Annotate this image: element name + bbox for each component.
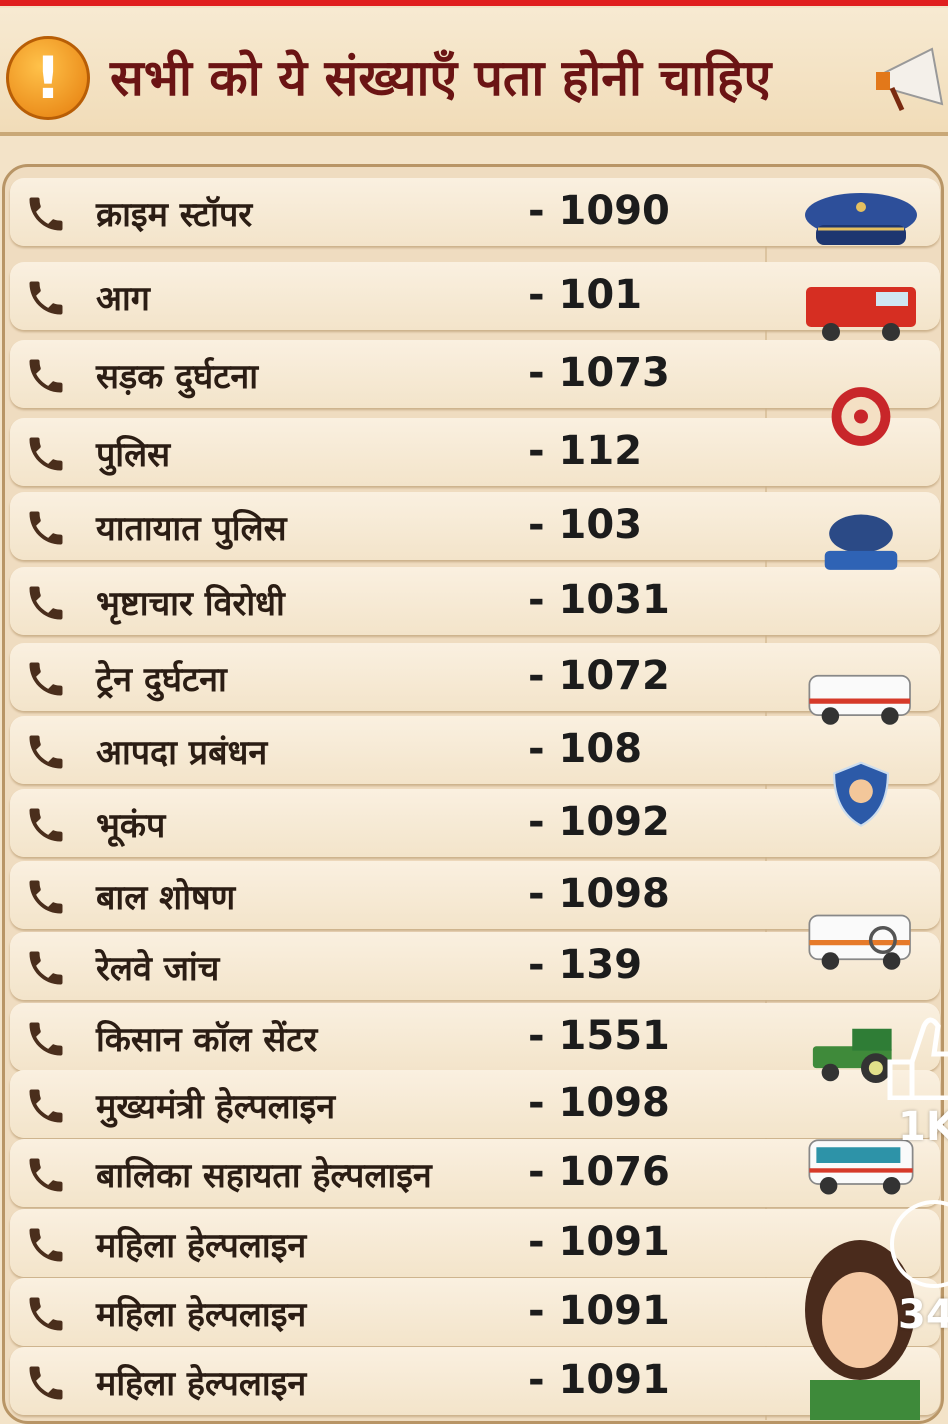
phone-icon bbox=[29, 1297, 63, 1331]
list-item: महिला हेल्पलाइन - 1091 bbox=[10, 1209, 940, 1277]
phone-icon bbox=[29, 359, 63, 393]
service-name: पुलिस bbox=[96, 435, 171, 475]
phone-icon bbox=[29, 1366, 63, 1400]
phone-icon bbox=[29, 951, 63, 985]
service-name: भूकंप bbox=[96, 806, 166, 846]
helpline-number[interactable]: - 101 bbox=[528, 272, 643, 318]
list-item: क्राइम स्टॉपर - 1090 bbox=[10, 178, 940, 246]
list-item: सड़क दुर्घटना - 1073 bbox=[10, 340, 940, 408]
service-name: महिला हेल्पलाइन bbox=[96, 1295, 307, 1335]
service-name: सड़क दुर्घटना bbox=[96, 357, 259, 397]
helpline-number[interactable]: - 108 bbox=[528, 726, 643, 772]
women-shield-icon bbox=[832, 761, 890, 827]
list-item: ट्रेन दुर्घटना - 1072 bbox=[10, 643, 940, 711]
emblem-badge-icon bbox=[831, 387, 891, 446]
service-name: यातायात पुलिस bbox=[96, 509, 287, 549]
helpline-number[interactable]: - 103 bbox=[528, 502, 643, 548]
helpline-number[interactable]: - 1090 bbox=[528, 188, 670, 234]
list-item: पुलिस - 112 bbox=[10, 418, 940, 486]
helpline-number[interactable]: - 1072 bbox=[528, 653, 670, 699]
police-cap-icon bbox=[805, 193, 917, 245]
list-item: यातायात पुलिस - 103 bbox=[10, 492, 940, 560]
helpline-number[interactable]: - 1098 bbox=[528, 1080, 670, 1126]
whistle-badge-icon bbox=[824, 514, 898, 570]
tractor-icon bbox=[812, 1028, 892, 1083]
phone-icon bbox=[29, 808, 63, 842]
phone-icon bbox=[29, 880, 63, 914]
phone-icon bbox=[29, 1022, 63, 1056]
service-name: आग bbox=[96, 279, 150, 319]
list-item: रेलवे जांच - 139 bbox=[10, 932, 940, 1000]
service-name: आपदा प्रबंधन bbox=[96, 733, 268, 773]
helpline-number[interactable]: - 1551 bbox=[528, 1013, 670, 1059]
list-item: किसान कॉल सेंटर - 1551 bbox=[10, 1003, 940, 1071]
list-item: भृष्टाचार विरोधी - 1031 bbox=[10, 567, 940, 635]
ambulance-search-icon bbox=[808, 914, 911, 970]
phone-icon bbox=[29, 281, 63, 315]
phone-icon bbox=[29, 197, 63, 231]
page-title: सभी को ये संख्याएँ पता होनी चाहिए bbox=[110, 49, 772, 107]
list-item: महिला हेल्पलाइन - 1091 bbox=[10, 1278, 940, 1346]
phone-icon bbox=[29, 1158, 63, 1192]
ambulance-van-icon bbox=[808, 1139, 914, 1195]
phone-icon bbox=[29, 511, 63, 545]
phone-icon bbox=[29, 735, 63, 769]
like-icon[interactable] bbox=[884, 1010, 948, 1100]
helpline-number[interactable]: - 112 bbox=[528, 428, 643, 474]
list-item: बाल शोषण - 1098 bbox=[10, 861, 940, 929]
phone-icon bbox=[29, 1228, 63, 1262]
list-item: मुख्यमंत्री हेल्पलाइन - 1098 bbox=[10, 1070, 940, 1138]
header: ! सभी को ये संख्याएँ पता होनी चाहिए bbox=[0, 8, 948, 136]
list-item: आपदा प्रबंधन - 108 bbox=[10, 716, 940, 784]
ambulance-icon bbox=[808, 674, 911, 725]
service-name: भृष्टाचार विरोधी bbox=[96, 584, 285, 624]
phone-icon bbox=[29, 662, 63, 696]
comment-icon[interactable] bbox=[884, 1200, 948, 1290]
helpline-number[interactable]: - 1098 bbox=[528, 871, 670, 917]
megaphone-icon bbox=[876, 47, 944, 112]
like-count: 1K bbox=[898, 1104, 948, 1150]
helpline-number[interactable]: - 1031 bbox=[528, 577, 670, 623]
comment-count: 34 bbox=[898, 1292, 948, 1338]
service-name: मुख्यमंत्री हेल्पलाइन bbox=[96, 1087, 336, 1127]
service-name: क्राइम स्टॉपर bbox=[96, 195, 253, 235]
helpline-number[interactable]: - 1091 bbox=[528, 1357, 670, 1403]
helpline-number[interactable]: - 1073 bbox=[528, 350, 670, 396]
phone-icon bbox=[29, 586, 63, 620]
fire-truck-icon bbox=[806, 287, 916, 341]
helpline-number[interactable]: - 1091 bbox=[528, 1219, 670, 1265]
list-item: बालिका सहायता हेल्पलाइन - 1076 bbox=[10, 1139, 940, 1207]
helpline-number[interactable]: - 1076 bbox=[528, 1149, 670, 1195]
phone-icon bbox=[29, 1089, 63, 1123]
service-name: रेलवे जांच bbox=[96, 949, 220, 989]
helpline-number[interactable]: - 1092 bbox=[528, 799, 670, 845]
service-name: महिला हेल्पलाइन bbox=[96, 1226, 307, 1266]
exclamation-icon: ! bbox=[6, 36, 90, 120]
helpline-number[interactable]: - 1091 bbox=[528, 1288, 670, 1334]
list-item: आग - 101 bbox=[10, 262, 940, 330]
top-accent-bar bbox=[0, 0, 948, 6]
service-name: महिला हेल्पलाइन bbox=[96, 1364, 307, 1404]
service-name: ट्रेन दुर्घटना bbox=[96, 660, 227, 700]
phone-icon bbox=[29, 437, 63, 471]
service-name: बाल शोषण bbox=[96, 878, 236, 918]
list-item: भूकंप - 1092 bbox=[10, 789, 940, 857]
helpline-number[interactable]: - 139 bbox=[528, 942, 643, 988]
service-name: बालिका सहायता हेल्पलाइन bbox=[96, 1156, 432, 1196]
service-name: किसान कॉल सेंटर bbox=[96, 1020, 318, 1060]
helpline-woman-icon bbox=[805, 1240, 920, 1420]
list-item: महिला हेल्पलाइन - 1091 bbox=[10, 1347, 940, 1415]
